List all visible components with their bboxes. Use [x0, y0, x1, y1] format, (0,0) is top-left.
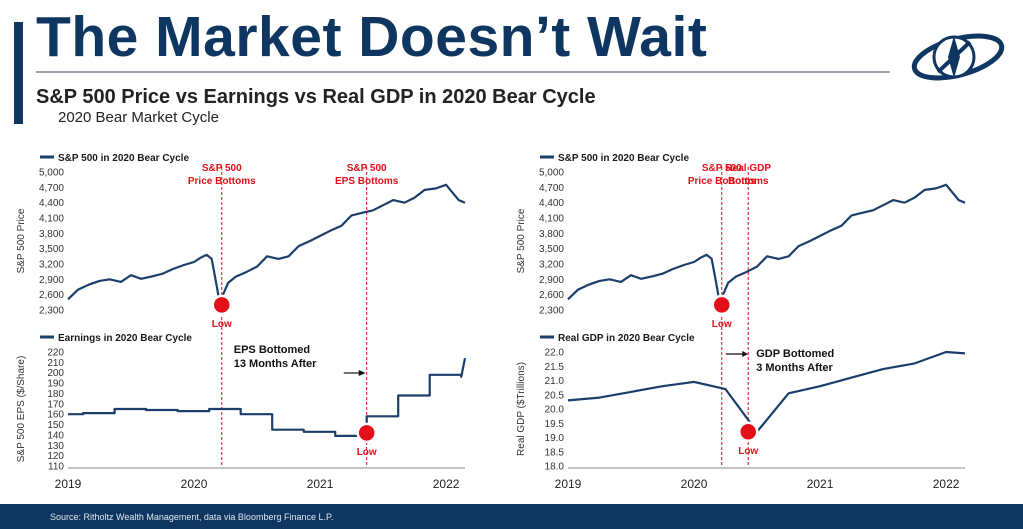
right-price-y-tick-label: 2,900	[539, 275, 564, 286]
left-price-y-tick-label: 5,000	[39, 168, 64, 179]
right-price-y-tick-label: 4,400	[539, 198, 564, 209]
left-vline-label-0-b: Price Bottoms	[188, 176, 256, 187]
left-lower-y-tick-label: 200	[47, 368, 64, 379]
left-annotation-line1: EPS Bottomed	[234, 344, 310, 356]
left-lower-low-marker	[356, 422, 377, 444]
right-price-y-tick-label: 5,000	[539, 168, 564, 179]
right-price-low-marker	[711, 294, 733, 316]
right-price-y-tick-label: 3,800	[539, 229, 564, 240]
right-price-low-label: Low	[712, 319, 732, 330]
title-divider	[36, 71, 890, 73]
left-price-y-tick-label: 2,600	[39, 290, 64, 301]
right-price-y-tick-label: 4,100	[539, 214, 564, 225]
right-lower-y-tick-label: 20.0	[545, 405, 565, 416]
left-x-tick-label: 2019	[55, 477, 82, 491]
right-annotation-line2: 3 Months After	[756, 362, 833, 374]
right-x-tick-label: 2021	[807, 477, 834, 491]
left-lower-y-tick-label: 120	[47, 451, 64, 462]
right-price-series-line	[567, 183, 966, 301]
chart-right: S&P 500 Price Bottoms Real GDP Bottoms S&P 5…	[516, 153, 966, 491]
page-subsubtitle: 2020 Bear Market Cycle	[58, 109, 219, 126]
left-x-tick-label: 2021	[307, 477, 334, 491]
left-price-y-tick-label: 3,800	[39, 229, 64, 240]
right-price-y-tick-label: 4,700	[539, 183, 564, 194]
right-vline-label-0-a: S&P 500	[702, 163, 742, 174]
right-price-y-tick-label: 3,200	[539, 260, 564, 271]
right-annotation-arrowhead	[742, 351, 749, 357]
left-lower-low-label: Low	[357, 447, 377, 458]
right-x-tick-label: 2022	[933, 477, 960, 491]
left-price-y-tick-label: 4,100	[39, 214, 64, 225]
left-lower-y-tick-label: 130	[47, 441, 64, 452]
right-price-y-tick-label: 3,500	[539, 244, 564, 255]
left-price-series-line	[67, 183, 466, 301]
left-lower-y-tick-label: 180	[47, 389, 64, 400]
left-lower-y-tick-label: 150	[47, 420, 64, 431]
left-price-y-tick-label: 2,300	[39, 306, 64, 317]
chart-left: S&P 500 Price Bottoms S&P 500 EPS Bottoms S&…	[16, 153, 467, 491]
right-lower-y-tick-label: 22.0	[545, 348, 565, 359]
left-price-low-label: Low	[212, 319, 232, 330]
right-lower-y-tick-label: 18.5	[545, 447, 565, 458]
right-lower-y-tick-label: 19.5	[545, 419, 565, 430]
left-lower-y-tick-label: 220	[47, 348, 64, 359]
compass-logo-icon	[911, 33, 1005, 81]
page-title: The Market Doesn’t Wait	[36, 5, 708, 69]
right-x-tick-label: 2019	[555, 477, 582, 491]
right-lower-low-label: Low	[738, 446, 758, 457]
right-lower-low-marker	[737, 421, 759, 443]
right-lower-legend-label: Real GDP in 2020 Bear Cycle	[558, 333, 695, 344]
left-lower-legend-label: Earnings in 2020 Bear Cycle	[58, 333, 192, 344]
left-lower-y-tick-label: 210	[47, 358, 64, 369]
right-price-legend-label: S&P 500 in 2020 Bear Cycle	[558, 153, 689, 164]
right-vline-label-0-b: Price Bottoms	[688, 176, 756, 187]
accent-bar	[14, 22, 23, 124]
left-price-y-tick-label: 3,200	[39, 260, 64, 271]
right-lower-y-axis-label: Real GDP ($Trillions)	[516, 362, 527, 456]
right-lower-y-tick-label: 21.0	[545, 376, 565, 387]
right-x-tick-label: 2020	[681, 477, 708, 491]
left-price-y-tick-label: 4,400	[39, 198, 64, 209]
footer-bar: Source: Ritholtz Wealth Management, data…	[0, 504, 1023, 529]
left-vline-label-1-b: EPS Bottoms	[335, 176, 399, 187]
right-price-y-tick-label: 2,600	[539, 290, 564, 301]
left-price-legend-label: S&P 500 in 2020 Bear Cycle	[58, 153, 189, 164]
left-price-y-tick-label: 3,500	[39, 244, 64, 255]
page-subtitle: S&P 500 Price vs Earnings vs Real GDP in…	[36, 86, 596, 108]
left-price-y-axis-label: S&P 500 Price	[16, 208, 27, 273]
left-lower-y-tick-label: 190	[47, 379, 64, 390]
left-price-y-tick-label: 2,900	[39, 275, 64, 286]
left-lower-y-tick-label: 170	[47, 399, 64, 410]
left-annotation-line2: 13 Months After	[234, 358, 317, 370]
right-lower-y-tick-label: 20.5	[545, 390, 565, 401]
right-lower-y-tick-label: 21.5	[545, 362, 565, 373]
right-vline-label-1-a: Real GDP	[725, 163, 771, 174]
left-price-y-tick-label: 4,700	[39, 183, 64, 194]
right-annotation-line1: GDP Bottomed	[756, 348, 834, 360]
left-vline-label-1-a: S&P 500	[347, 163, 387, 174]
left-lower-y-tick-label: 110	[48, 462, 64, 473]
right-lower-y-tick-label: 18.0	[545, 462, 565, 473]
left-x-tick-label: 2020	[181, 477, 208, 491]
left-x-tick-label: 2022	[433, 477, 460, 491]
source-note: Source: Ritholtz Wealth Management, data…	[50, 512, 334, 522]
left-lower-y-tick-label: 140	[47, 430, 64, 441]
right-lower-series-line	[567, 350, 966, 433]
right-price-y-axis-label: S&P 500 Price	[516, 208, 527, 273]
right-vline-label-1-b: Bottoms	[728, 176, 769, 187]
left-lower-series-line	[68, 357, 467, 437]
left-lower-y-axis-label: S&P 500 EPS ($/Share)	[16, 356, 27, 463]
left-price-low-marker	[211, 294, 233, 316]
right-lower-y-tick-label: 19.0	[545, 433, 565, 444]
right-price-y-tick-label: 2,300	[539, 306, 564, 317]
left-lower-y-tick-label: 160	[47, 410, 64, 421]
left-annotation-arrowhead	[358, 370, 366, 376]
left-vline-label-0-a: S&P 500	[202, 163, 242, 174]
